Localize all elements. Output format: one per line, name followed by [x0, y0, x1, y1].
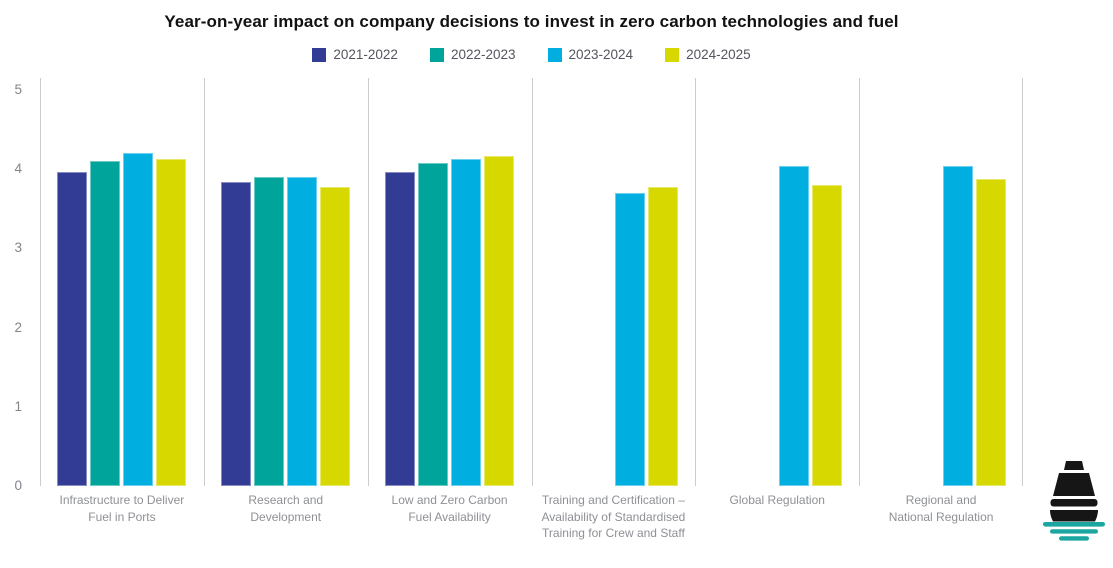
y-axis-tick-label: 4 [14, 161, 22, 177]
y-axis-tick-label: 3 [14, 240, 22, 256]
y-axis-tick-label: 1 [14, 398, 22, 414]
ship-logo [1042, 461, 1106, 548]
grid-vline [204, 78, 205, 486]
bar-2024-2025 [484, 155, 515, 486]
category-label: Regional and National Regulation [888, 493, 994, 524]
category-label: Global Regulation [729, 493, 825, 507]
legend: 2021-2022 2022-2023 2023-2024 2024-2025 [40, 47, 1023, 62]
bar-2021-2022 [57, 171, 88, 486]
bar-2024-2025 [647, 186, 678, 486]
bar-2023-2024 [942, 166, 973, 486]
legend-label: 2023-2024 [568, 47, 634, 62]
bar-2022-2023 [254, 177, 285, 486]
ship-icon [1042, 461, 1106, 548]
chart-title: Year-on-year impact on company decisions… [164, 12, 899, 31]
bar-2021-2022 [221, 181, 252, 486]
grid-vline [40, 78, 41, 486]
grid-vline [859, 78, 860, 486]
bar-group [532, 78, 696, 486]
bar-2022-2023 [418, 162, 449, 486]
bar-2023-2024 [451, 158, 482, 486]
bar-2022-2023 [90, 161, 121, 486]
bar-2024-2025 [811, 185, 842, 486]
bar-2021-2022 [385, 171, 416, 486]
grid-vline [695, 78, 696, 486]
category-label: Infrastructure to Deliver Fuel in Ports [59, 493, 185, 524]
category-label: Low and Zero Carbon Fuel Availability [391, 493, 508, 524]
plot-area: 0 1 2 3 4 5 [14, 78, 1023, 493]
bar-2023-2024 [614, 192, 645, 486]
bar-group [40, 78, 204, 486]
grid-vline [532, 78, 533, 486]
grid-vline [368, 78, 369, 486]
legend-swatch-icon [547, 47, 562, 62]
bar-2024-2025 [975, 178, 1006, 486]
bar-2024-2025 [156, 158, 187, 486]
y-axis-tick-label: 5 [14, 82, 22, 97]
bar-group [859, 78, 1023, 486]
bar-2023-2024 [287, 177, 318, 486]
legend-swatch-icon [429, 47, 444, 62]
bar-2023-2024 [778, 166, 809, 486]
grid-vline [1022, 78, 1023, 486]
y-axis-tick-label: 2 [14, 319, 22, 335]
legend-swatch-icon [312, 47, 327, 62]
legend-item: 2024-2025 [665, 47, 751, 62]
legend-item: 2023-2024 [547, 47, 634, 62]
bar-group [695, 78, 859, 486]
legend-label: 2024-2025 [686, 47, 751, 62]
legend-label: 2022-2023 [450, 47, 516, 62]
legend-item: 2022-2023 [429, 47, 516, 62]
y-axis-tick-label: 0 [14, 478, 22, 493]
bar-2023-2024 [123, 152, 154, 486]
category-label: Research and Development [248, 493, 324, 524]
bar-group [204, 78, 368, 486]
bar-2024-2025 [320, 187, 351, 486]
bar-group [368, 78, 532, 486]
category-label: Training and Certification – Availabilit… [541, 493, 686, 540]
legend-item: 2021-2022 [312, 47, 398, 62]
legend-label: 2021-2022 [333, 47, 398, 62]
legend-swatch-icon [665, 47, 680, 62]
